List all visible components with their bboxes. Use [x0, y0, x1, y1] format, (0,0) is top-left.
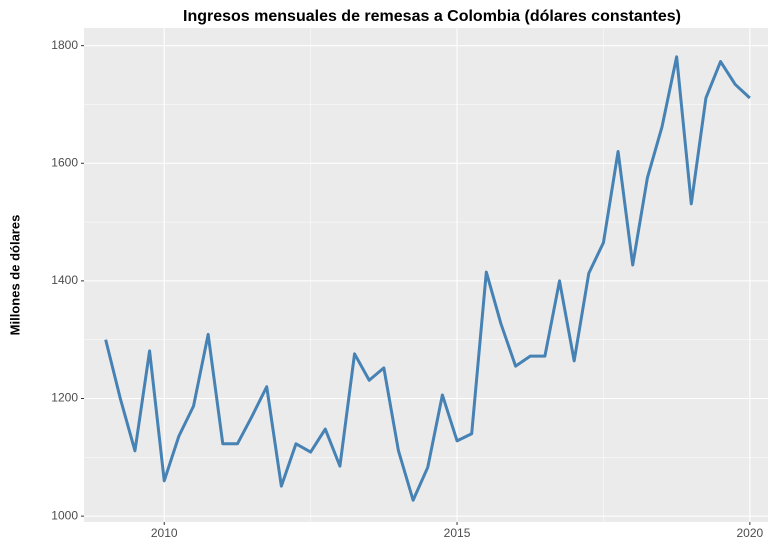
plot-panel: [84, 28, 768, 522]
data-line: [104, 55, 751, 502]
y-tick-label: 1200: [51, 391, 78, 405]
y-tick-label: 1400: [51, 273, 78, 287]
chart-title: Ingresos mensuales de remesas a Colombia…: [183, 8, 681, 25]
y-tick-label: 1800: [51, 38, 78, 52]
x-tick-label: 2015: [444, 526, 471, 540]
y-axis-label: Millones de dólares: [7, 215, 22, 336]
y-tick-label: 1000: [51, 508, 78, 522]
x-tick-label: 2010: [151, 526, 178, 540]
y-tick-label: 1600: [51, 155, 78, 169]
x-tick-label: 2020: [736, 526, 763, 540]
